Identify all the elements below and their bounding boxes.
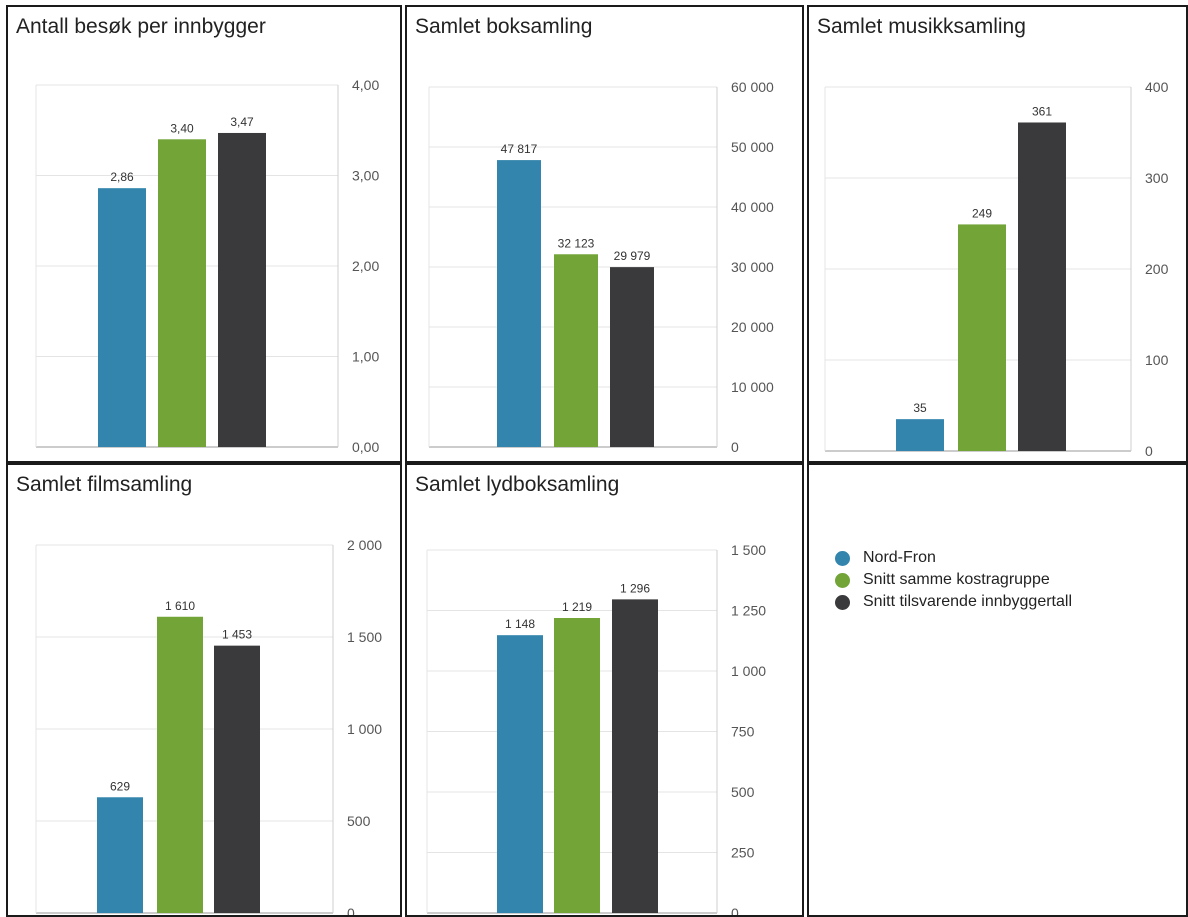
- bar-value-label: 35: [913, 401, 927, 415]
- y-tick-label: 3,00: [352, 168, 379, 184]
- legend-item-kostragruppe: Snitt samme kostragruppe: [835, 569, 1072, 591]
- chart-panel-filmsamling: Samlet filmsamling 0 500 1 000 1 500 2 000 62…: [6, 463, 402, 917]
- chart-plot: 0 250 500 750 1 000 1 250 1 500 1 148 1 219 1 296: [426, 542, 766, 915]
- bar-1: [896, 419, 944, 451]
- bar-value-label: 32 123: [558, 236, 595, 250]
- y-tick-label: 0: [347, 905, 355, 915]
- chart-panel-lydboksamling: Samlet lydboksamling 0 250 500 750 1 000 1 25…: [405, 463, 804, 917]
- chart-panel-boksamling: Samlet boksamling 0 10 000 20 000 30 000 40 …: [405, 5, 804, 463]
- bar-value-label: 3,40: [170, 121, 194, 135]
- y-tick-label: 500: [347, 813, 371, 829]
- chart-plot: 0 500 1 000 1 500 2 000 629 1 610 1 453: [35, 537, 382, 915]
- bar-3: [214, 645, 260, 913]
- y-tick-label: 250: [731, 845, 755, 861]
- bar-value-label: 3,47: [230, 115, 254, 129]
- bar-value-label: 1 296: [620, 581, 650, 595]
- bar-3: [610, 267, 654, 447]
- circle-icon: [835, 550, 850, 566]
- y-tick-label: 4,00: [352, 77, 379, 93]
- chart-panel-musikksamling: Samlet musikksamling 0 100 200 300 400 35 249 3…: [807, 5, 1188, 463]
- legend-label: Snitt samme kostragruppe: [863, 571, 1050, 588]
- legend-label: Nord-Fron: [863, 549, 936, 566]
- chart-plot: 0 10 000 20 000 30 000 40 000 50 000 60 000 47 …: [428, 79, 774, 455]
- chart-title: Samlet boksamling: [415, 15, 593, 38]
- y-tick-label: 20 000: [731, 319, 774, 335]
- chart-title: Samlet filmsamling: [16, 473, 193, 496]
- y-tick-label: 500: [731, 784, 755, 800]
- bar-3: [218, 132, 266, 447]
- bar-value-label: 2,86: [110, 170, 134, 184]
- y-tick-label: 1 500: [731, 542, 766, 558]
- y-tick-label: 1 000: [731, 663, 766, 679]
- y-tick-label: 60 000: [731, 79, 774, 95]
- y-tick-label: 1 000: [347, 721, 382, 737]
- bar-value-label: 1 219: [562, 600, 592, 614]
- bar-value-label: 1 610: [165, 599, 195, 613]
- legend-panel: Nord-Fron Snitt samme kostragruppe Snitt…: [807, 463, 1188, 917]
- y-tick-label: 0: [1145, 443, 1153, 459]
- legend-label: Snitt tilsvarende innbyggertall: [863, 593, 1073, 610]
- bar-2: [158, 139, 206, 448]
- y-tick-label: 0: [731, 905, 739, 915]
- chart-legend: Nord-Fron Snitt samme kostragruppe Snitt…: [835, 547, 1072, 613]
- bar-1: [98, 188, 146, 448]
- circle-icon: [835, 594, 850, 610]
- chart-plot: 0,00 1,00 2,00 3,00 4,00 2,86 3,40 3,47: [35, 77, 379, 455]
- bar-3: [612, 599, 658, 913]
- y-tick-label: 400: [1145, 79, 1169, 95]
- y-tick-label: 750: [731, 724, 755, 740]
- y-tick-label: 1,00: [352, 349, 379, 365]
- bar-value-label: 249: [972, 206, 992, 220]
- y-tick-label: 2 000: [347, 537, 382, 553]
- legend-item-nord-fron: Nord-Fron: [835, 547, 1072, 569]
- bar-value-label: 1 453: [222, 628, 252, 642]
- chart-title: Samlet musikksamling: [817, 15, 1026, 38]
- y-tick-label: 200: [1145, 261, 1169, 277]
- y-tick-label: 2,00: [352, 258, 379, 274]
- bar-2: [554, 618, 600, 913]
- bar-1: [497, 635, 543, 913]
- bar-2: [157, 616, 203, 913]
- y-tick-label: 0,00: [352, 439, 379, 455]
- bar-value-label: 629: [110, 779, 130, 793]
- legend-item-innbyggertall: Snitt tilsvarende innbyggertall: [835, 591, 1072, 613]
- y-tick-label: 1 250: [731, 603, 766, 619]
- y-tick-label: 0: [731, 439, 739, 455]
- bar-value-label: 29 979: [614, 249, 651, 263]
- bar-value-label: 361: [1032, 104, 1052, 118]
- chart-title: Antall besøk per innbygger: [16, 15, 266, 38]
- bar-1: [497, 160, 541, 447]
- chart-panel-besok: Antall besøk per innbygger 0,00 1,00 2,00 3…: [6, 5, 402, 463]
- bar-3: [1018, 122, 1066, 452]
- y-tick-label: 40 000: [731, 199, 774, 215]
- chart-plot: 0 100 200 300 400 35 249 361: [824, 79, 1169, 459]
- bar-2: [554, 254, 598, 447]
- circle-icon: [835, 572, 850, 588]
- bar-value-label: 47 817: [501, 142, 538, 156]
- y-tick-label: 10 000: [731, 379, 774, 395]
- y-tick-label: 30 000: [731, 259, 774, 275]
- bar-1: [97, 797, 143, 913]
- y-tick-label: 100: [1145, 352, 1169, 368]
- chart-title: Samlet lydboksamling: [415, 473, 620, 496]
- bar-value-label: 1 148: [505, 617, 535, 631]
- bar-2: [958, 224, 1006, 451]
- y-tick-label: 300: [1145, 170, 1169, 186]
- y-tick-label: 1 500: [347, 629, 382, 645]
- y-tick-label: 50 000: [731, 139, 774, 155]
